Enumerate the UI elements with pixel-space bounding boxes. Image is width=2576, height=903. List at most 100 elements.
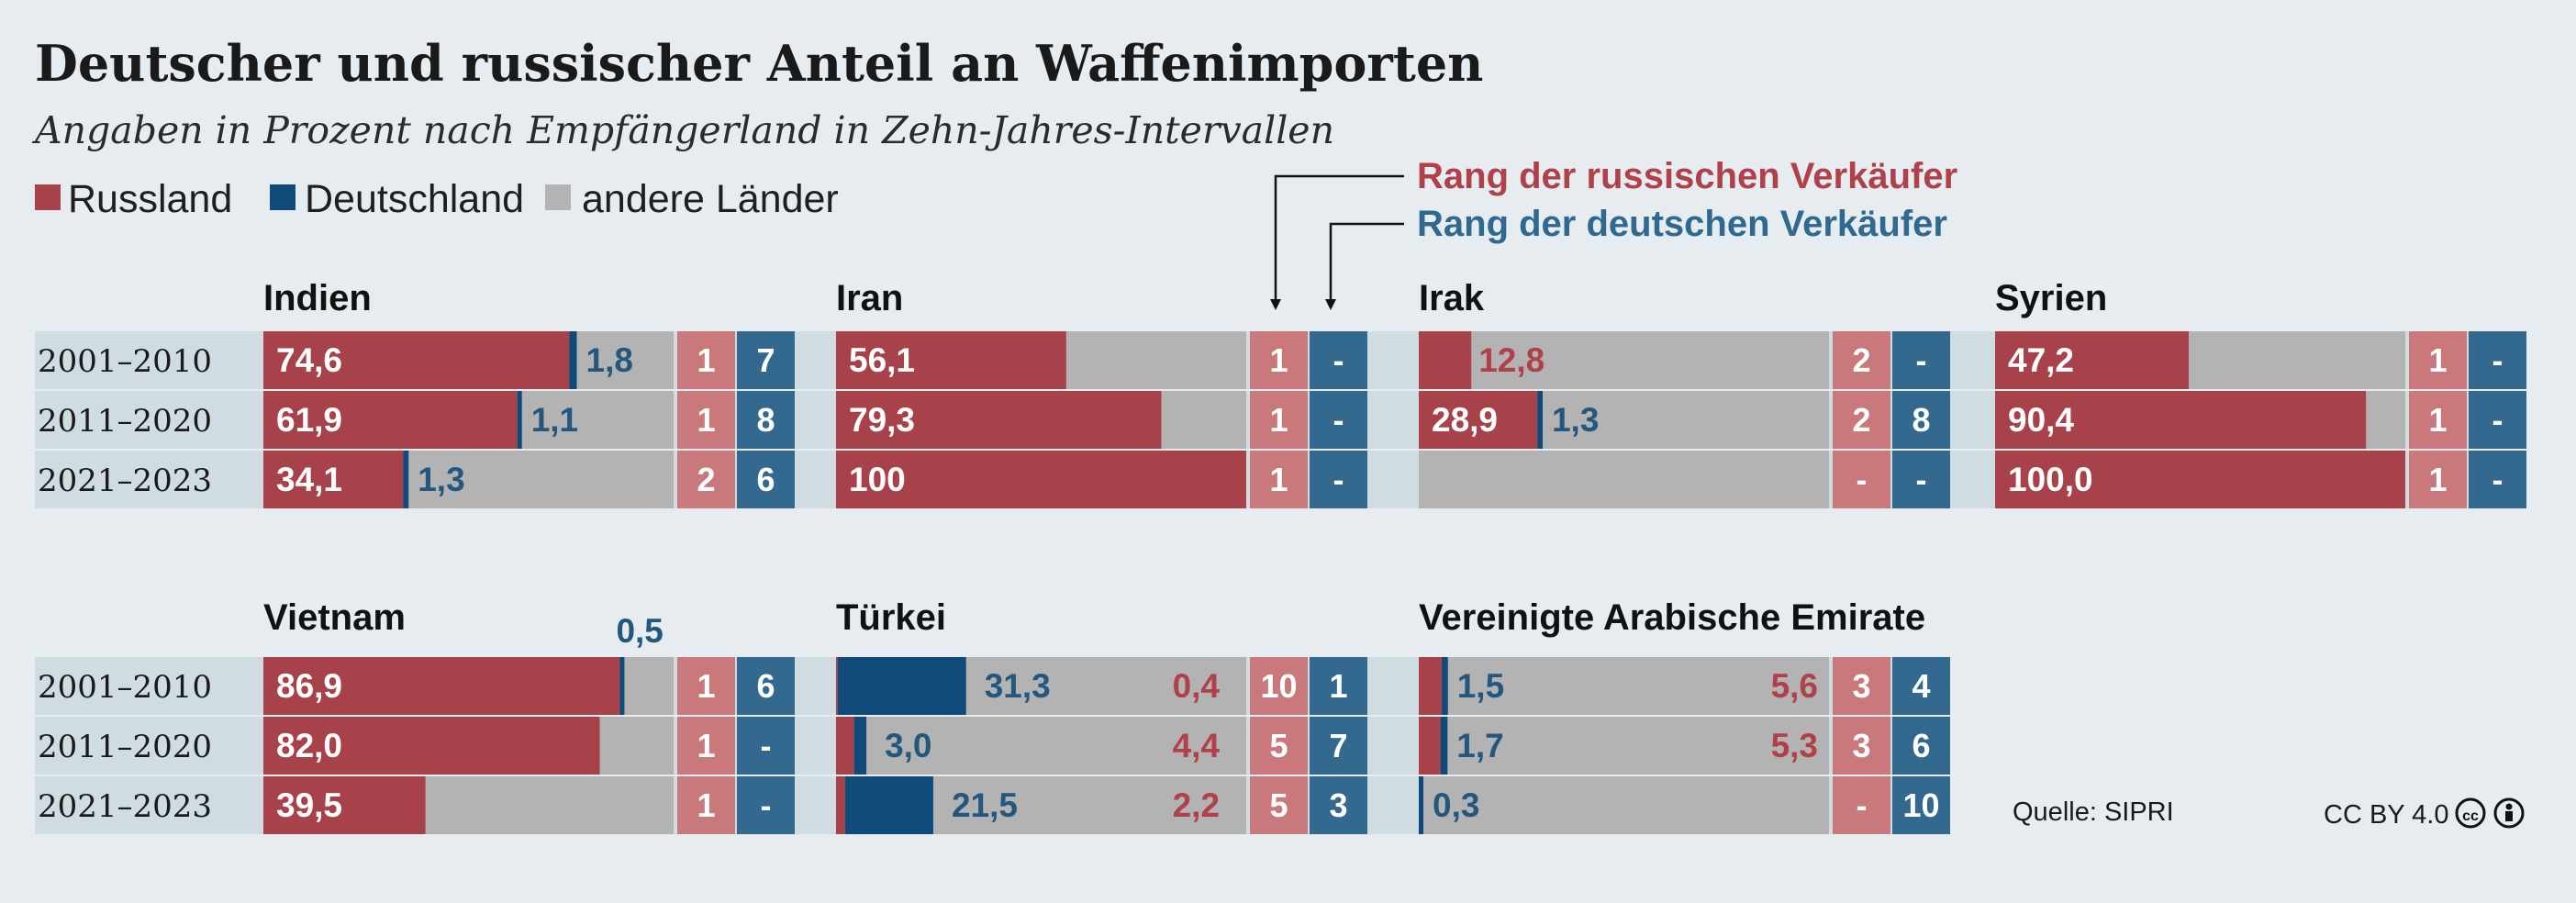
bar-russia	[836, 657, 838, 715]
bar-germany	[1440, 717, 1448, 775]
rank-germany-value: -	[1333, 401, 1344, 439]
rank-germany-box	[1892, 657, 1950, 715]
rank-russia-value: 1	[2428, 461, 2447, 498]
rank-russia-value: 3	[1852, 727, 1870, 764]
rank-germany-box	[1892, 776, 1950, 834]
rank-germany-box	[1310, 331, 1367, 389]
panels: Indien 74,6 1,8 1 7 61,9 1,1 1 8 34,1 1,3 2 6 Iran 56,…	[263, 278, 2526, 834]
bar-russia	[836, 717, 854, 775]
rank-russia-box	[1833, 331, 1890, 389]
russia-value-label: 2,2	[1173, 786, 1220, 824]
bar-russia	[1419, 391, 1538, 449]
germany-value-label: 1,5	[1457, 667, 1504, 705]
germany-value-label: 1,3	[418, 461, 464, 498]
rank-russia-value: -	[1857, 786, 1868, 824]
license: CC BY 4.0 cc	[2324, 797, 2525, 830]
rank-germany-value: 6	[756, 667, 775, 705]
period-labels: 2001–2010 2011–2020 2021–2023 2001–2010 2011…	[38, 343, 212, 825]
russia-value-label: 61,9	[276, 401, 342, 439]
rank-russia-box	[1250, 451, 1308, 508]
rank-germany-box	[1310, 451, 1367, 508]
rank-germany-box	[737, 331, 795, 389]
rank-germany-value: 1	[1329, 667, 1347, 705]
bar-germany	[1442, 657, 1448, 715]
rank-russia-box	[677, 331, 735, 389]
legend-russia-swatch	[35, 184, 61, 210]
russia-value-label: 5,3	[1771, 727, 1818, 764]
rank-germany-box	[1310, 717, 1367, 775]
bar-russia	[1995, 391, 2367, 449]
rank-legend-germany: Rang der deutschen Verkäufer	[1417, 204, 1947, 244]
panel: Vietnam 86,9 0,5 1 6 82,0 1 - 39,5 1 -	[263, 597, 795, 834]
russia-value-label: 79,3	[849, 401, 915, 439]
rank-germany-value: 10	[1902, 786, 1939, 824]
rank-germany-value: -	[2492, 341, 2504, 379]
russia-value-label: 12,8	[1478, 341, 1544, 379]
rank-germany-value: -	[2492, 461, 2504, 498]
rank-russia-value: 1	[1269, 401, 1288, 439]
germany-value-label: 3,0	[885, 727, 931, 764]
bar-germany	[517, 391, 522, 449]
legend-russia-label: Russland	[68, 177, 232, 221]
period-label: 2011–2020	[38, 729, 212, 765]
country-label: Syrien	[1995, 278, 2107, 318]
rank-germany-value: 3	[1329, 786, 1347, 824]
rank-germany-value: 6	[756, 461, 775, 498]
rank-russia-box	[1833, 776, 1890, 834]
rank-russia-value: 1	[697, 727, 715, 764]
rank-russia-box	[1250, 331, 1308, 389]
attribution-icon	[2493, 797, 2525, 829]
rank-russia-value: 2	[697, 461, 715, 498]
rank-germany-value: -	[761, 786, 772, 824]
germany-value-label: 31,3	[985, 667, 1051, 705]
russia-value-label: 34,1	[276, 461, 342, 498]
rank-germany-value: 7	[1329, 727, 1347, 764]
panel: Türkei 0,4 31,3 10 1 4,4 3,0 5 7 2,2 21,5 5 3	[836, 597, 1367, 834]
rank-russia-box	[1833, 717, 1890, 775]
panel: Indien 74,6 1,8 1 7 61,9 1,1 1 8 34,1 1,3 2 6	[263, 278, 795, 508]
period-label: 2001–2010	[38, 669, 212, 706]
rank-russia-value: 2	[1852, 401, 1870, 439]
source-note: Quelle: SIPRI	[2013, 797, 2174, 827]
rank-russia-value: -	[1857, 461, 1868, 498]
rank-russia-box	[1250, 776, 1308, 834]
panel: Syrien 47,2 1 - 90,4 1 - 100,0 1 -	[1995, 278, 2526, 508]
rank-legend-russia-pointer	[1274, 174, 1404, 307]
rank-russia-box	[2409, 331, 2467, 389]
rank-russia-box	[677, 657, 735, 715]
legend-germany-swatch	[270, 184, 296, 210]
rank-russia-box	[677, 391, 735, 449]
rank-russia-box	[677, 776, 735, 834]
country-label: Iran	[836, 278, 903, 318]
rank-germany-box	[2469, 451, 2526, 508]
bar-russia	[1419, 657, 1443, 715]
bar-germany	[837, 657, 966, 715]
country-label: Irak	[1419, 278, 1485, 318]
rank-russia-value: 1	[697, 667, 715, 705]
rank-germany-value: -	[761, 727, 772, 764]
chart-subtitle: Angaben in Prozent nach Empfängerland in…	[31, 108, 1334, 152]
rank-russia-value: 1	[697, 341, 715, 379]
bar-russia	[1419, 717, 1441, 775]
rank-germany-box	[2469, 391, 2526, 449]
rank-legend-russia: Rang der russischen Verkäufer	[1417, 156, 1957, 196]
russia-value-label: 90,4	[2008, 401, 2074, 439]
license-label: CC BY 4.0	[2324, 800, 2448, 830]
country-label: Türkei	[836, 597, 946, 638]
bar-others	[836, 717, 1246, 775]
bar-germany	[1537, 391, 1543, 449]
bar-germany	[619, 657, 625, 715]
rank-germany-box	[2469, 331, 2526, 389]
bar-russia	[836, 391, 1162, 449]
rank-germany-box	[1892, 451, 1950, 508]
germany-value-label: 0,3	[1433, 786, 1479, 824]
russia-value-label: 100,0	[2008, 461, 2093, 498]
rank-germany-box	[737, 776, 795, 834]
period-label: 2001–2010	[38, 343, 212, 380]
bar-others	[1419, 776, 1829, 834]
rank-russia-box	[2409, 451, 2467, 508]
rank-russia-value: 1	[2428, 341, 2447, 379]
legend-germany-label: Deutschland	[305, 177, 524, 221]
bar-russia	[836, 451, 1246, 508]
